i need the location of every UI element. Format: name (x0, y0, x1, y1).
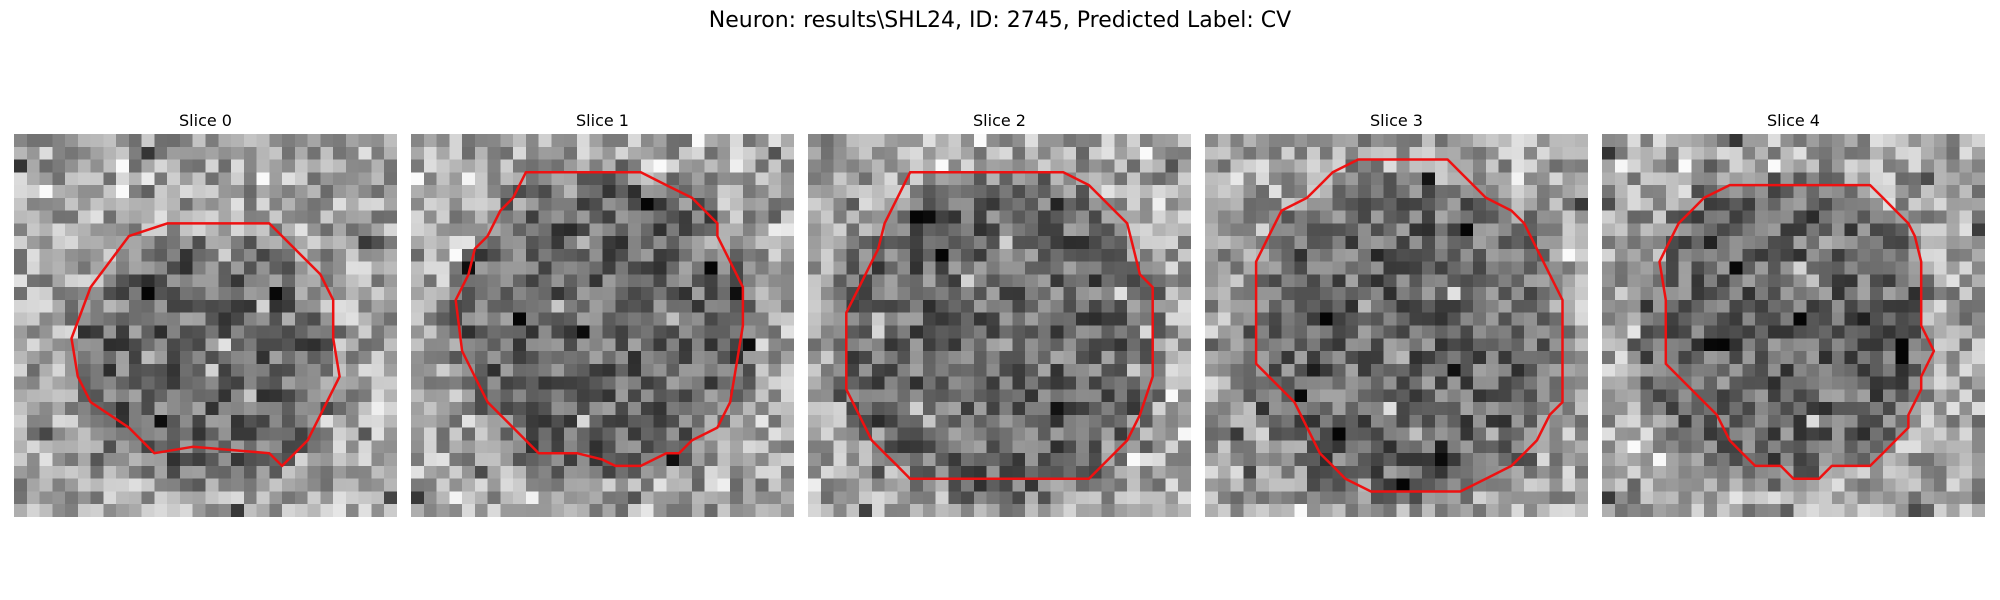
slice-panel-1: Slice 1 (411, 108, 794, 517)
slice-title: Slice 1 (576, 111, 629, 130)
neuron-contour (1658, 183, 1936, 480)
pixel-grid (808, 134, 1191, 517)
slice-panel-4: Slice 4 (1602, 108, 1985, 517)
slice-panel-0: Slice 0 (14, 108, 397, 517)
slice-panel-2: Slice 2 (808, 108, 1191, 517)
slice-title: Slice 2 (973, 111, 1026, 130)
neuron-contour (70, 222, 341, 468)
pixel-grid (411, 134, 794, 517)
slice-title: Slice 0 (179, 111, 232, 130)
slice-image (411, 134, 794, 517)
slice-image (1602, 134, 1985, 517)
pixel-grid (1205, 134, 1588, 517)
slice-image (14, 134, 397, 517)
figure-title: Neuron: results\SHL24, ID: 2745, Predict… (708, 8, 1292, 33)
slice-title: Slice 3 (1370, 111, 1423, 130)
slice-panel-3: Slice 3 (1205, 108, 1588, 517)
neuron-contour (845, 171, 1154, 480)
slice-image (1205, 134, 1588, 517)
slice-title: Slice 4 (1767, 111, 1820, 130)
slice-image (808, 134, 1191, 517)
pixel-grid (1602, 134, 1985, 517)
pixel-grid (14, 134, 397, 517)
neuron-contour (1254, 158, 1564, 493)
neuron-contour (454, 171, 745, 468)
